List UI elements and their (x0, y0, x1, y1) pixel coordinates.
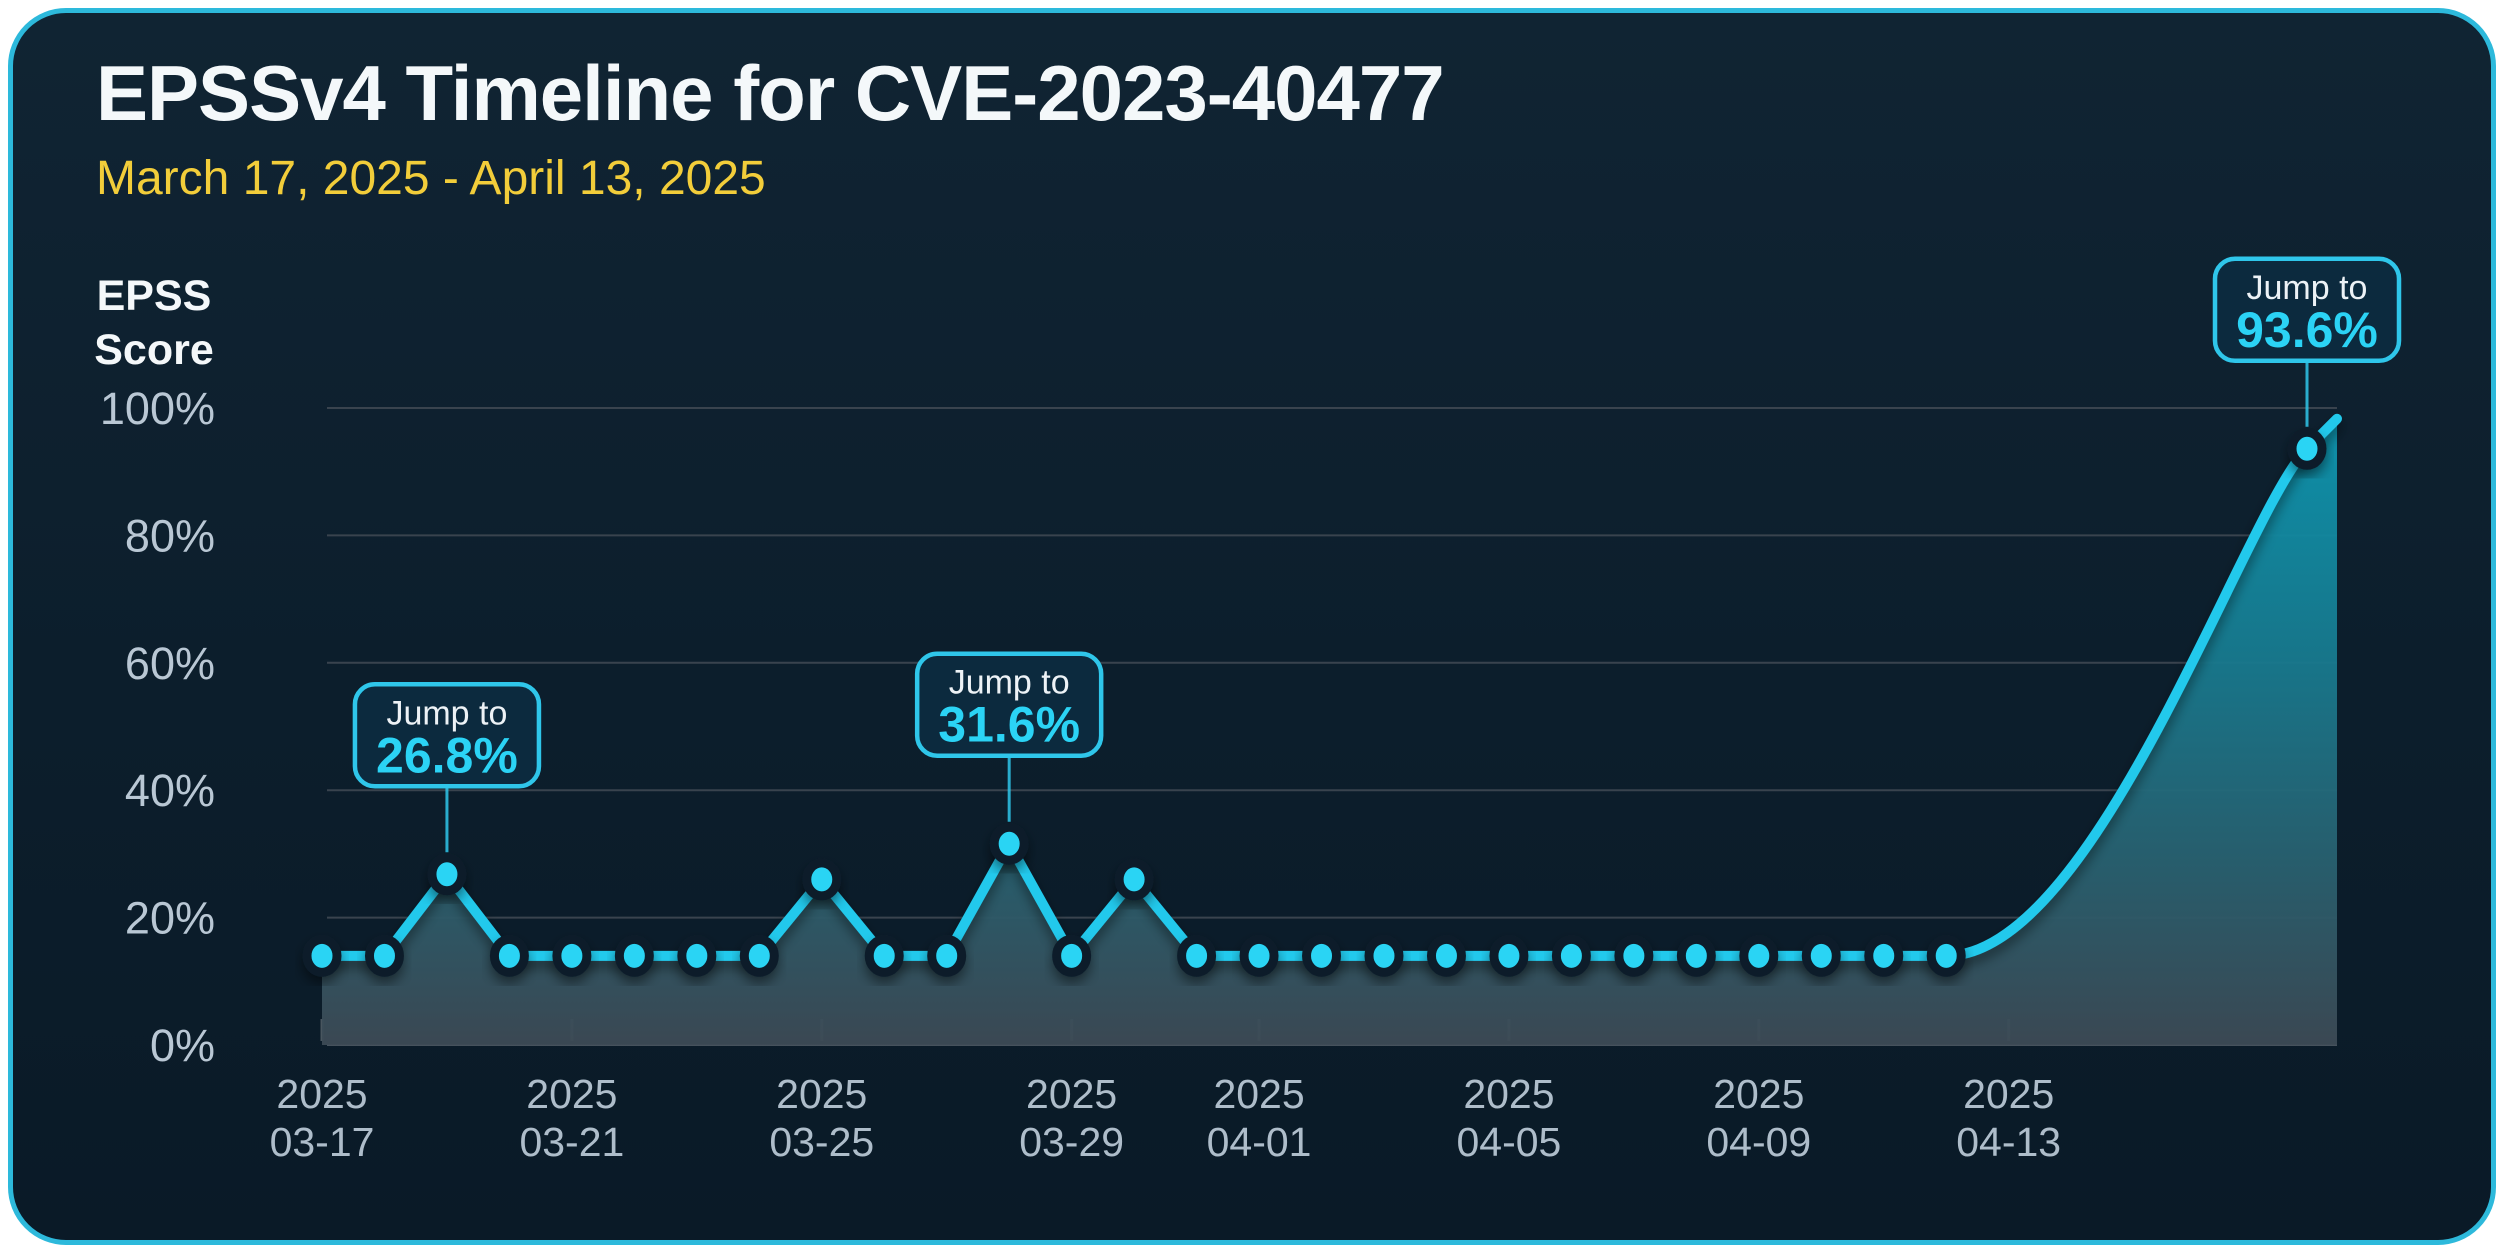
x-tick-label-date: 03-21 (519, 1119, 624, 1165)
data-point (364, 934, 404, 977)
y-tick-label: 100% (100, 383, 215, 434)
data-point (739, 934, 779, 977)
x-tick-label-date: 04-01 (1207, 1119, 1312, 1165)
x-tick-label-year: 2025 (776, 1071, 867, 1117)
data-point (864, 934, 904, 977)
data-point (1364, 934, 1404, 977)
annotation-callout (2212, 256, 2402, 364)
data-point (2287, 427, 2327, 470)
annotation-label: Jump to (949, 664, 1070, 702)
infographic-card: EPSSv4 Timeline for CVE-2023-40477 March… (8, 8, 2496, 1245)
data-point (614, 934, 654, 977)
data-point (1302, 934, 1342, 977)
chart-header: EPSSv4 Timeline for CVE-2023-40477 March… (96, 49, 1445, 206)
data-point (802, 858, 842, 901)
plot-svg: 100%80%60%40%20%0%202503-17202503-212025… (100, 256, 2402, 1165)
data-point (989, 822, 1029, 865)
x-tick-label-date: 03-29 (1019, 1119, 1124, 1165)
x-tick-label-year: 2025 (1713, 1071, 1804, 1117)
annotation-callout (352, 682, 542, 789)
data-point (677, 934, 717, 977)
y-tick-label: 20% (125, 893, 215, 944)
data-point (927, 934, 967, 977)
data-point (302, 934, 342, 977)
annotation-value: 31.6% (938, 697, 1080, 753)
y-axis-title: EPSS Score (59, 269, 249, 377)
x-tick-label-year: 2025 (276, 1071, 367, 1117)
data-point (1114, 858, 1154, 901)
y-tick-label: 40% (125, 765, 215, 816)
y-axis-title-line1: EPSS (96, 272, 212, 320)
x-tick-label-year: 2025 (526, 1071, 617, 1117)
data-point (1926, 934, 1966, 977)
x-tick-label-year: 2025 (1213, 1071, 1304, 1117)
data-point (1676, 934, 1716, 977)
data-point (1739, 934, 1779, 977)
annotation-value: 26.8% (376, 727, 518, 783)
data-point (1864, 934, 1904, 977)
x-tick-label-year: 2025 (1463, 1071, 1554, 1117)
y-tick-label: 60% (125, 638, 215, 689)
trend-line (317, 413, 2342, 961)
x-tick-label-year: 2025 (1026, 1071, 1117, 1117)
x-tick-label-date: 04-13 (1956, 1119, 2061, 1165)
data-point (1052, 934, 1092, 977)
data-point (1239, 934, 1279, 977)
annotation-label: Jump to (386, 694, 507, 732)
x-tick-label-date: 04-09 (1706, 1119, 1811, 1165)
y-tick-label: 80% (125, 510, 215, 561)
y-axis-title-line2: Score (94, 326, 214, 375)
data-point (489, 934, 529, 977)
data-point (1489, 934, 1529, 977)
x-tick-label-date: 03-25 (769, 1119, 874, 1165)
annotation-callout (914, 651, 1104, 758)
data-point (1177, 934, 1217, 977)
chart-title: EPSSv4 Timeline for CVE-2023-40477 (96, 49, 1445, 137)
annotation-value: 93.6% (2236, 302, 2378, 358)
data-point (1426, 934, 1466, 977)
x-tick-label-date: 04-05 (1456, 1119, 1561, 1165)
data-point (552, 934, 592, 977)
data-point (1801, 934, 1841, 977)
y-tick-label: 0% (150, 1020, 215, 1071)
data-point (1551, 934, 1591, 977)
chart-subtitle: March 17, 2025 - April 13, 2025 (96, 151, 766, 205)
data-point (1614, 934, 1654, 977)
annotation-label: Jump to (2247, 269, 2368, 307)
x-tick-label-year: 2025 (1963, 1071, 2054, 1117)
data-point (427, 853, 467, 896)
x-tick-label-date: 03-17 (270, 1119, 375, 1165)
